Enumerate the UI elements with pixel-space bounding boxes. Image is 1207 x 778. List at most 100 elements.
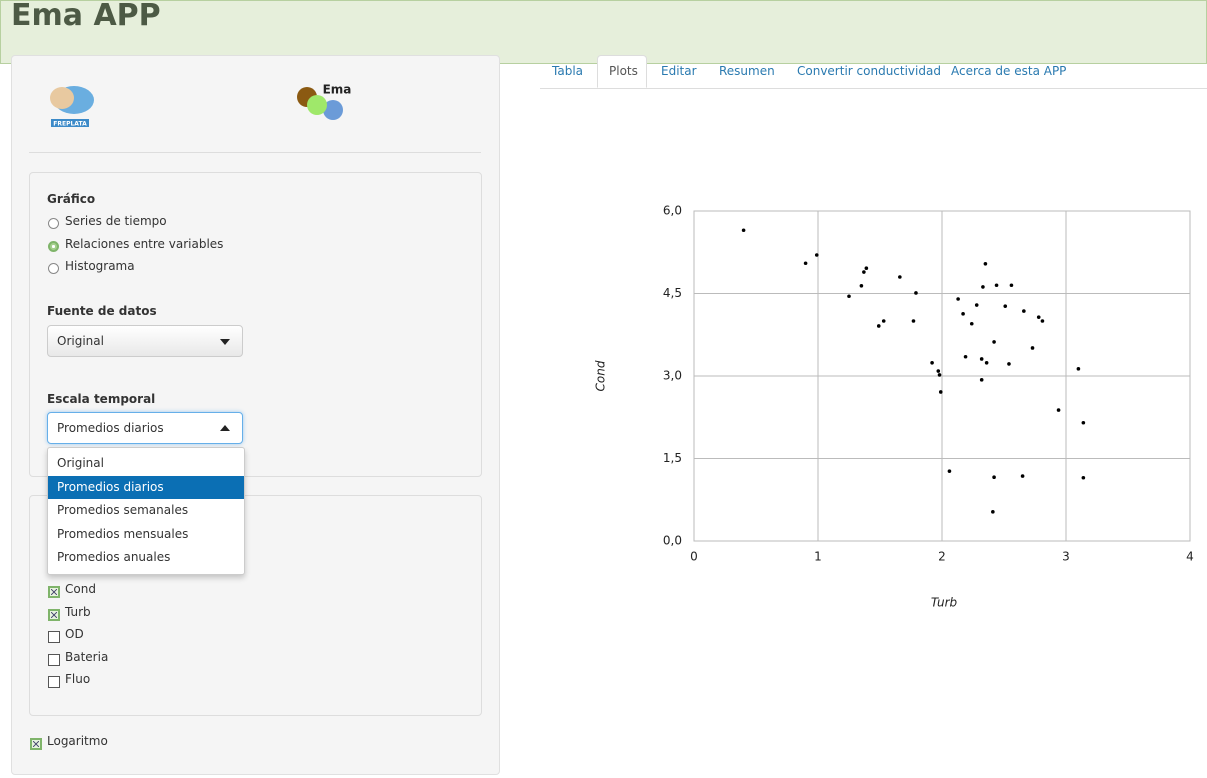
- logo-text: Ema: [323, 83, 352, 97]
- checkbox[interactable]: [48, 676, 60, 688]
- point: [984, 361, 989, 365]
- point: [937, 373, 942, 377]
- checkbox[interactable]: [48, 653, 60, 666]
- logo-text: FREPLATA: [53, 121, 87, 128]
- point: [981, 285, 985, 289]
- point: [956, 297, 960, 301]
- point: [1030, 346, 1035, 350]
- point: [979, 378, 984, 382]
- radio-button[interactable]: [48, 240, 59, 252]
- x-tick-label: 3: [1062, 550, 1070, 564]
- section-label: Gráfico: [47, 192, 96, 206]
- dropdown-option[interactable]: Promedios diarios: [48, 475, 244, 499]
- checkbox[interactable]: [48, 586, 60, 598]
- tab[interactable]: Plots: [609, 64, 638, 78]
- point: [1007, 362, 1011, 366]
- tab[interactable]: Editar: [661, 64, 697, 78]
- point: [930, 361, 934, 365]
- variables-panel: [29, 495, 482, 716]
- checkbox[interactable]: [48, 631, 60, 643]
- radio-label: Histograma: [65, 259, 135, 273]
- tab[interactable]: Resumen: [719, 64, 775, 78]
- point: [936, 369, 941, 373]
- point: [961, 312, 965, 316]
- point: [864, 266, 869, 270]
- point: [1020, 474, 1025, 478]
- point: [847, 294, 851, 299]
- x-tick-label: 4: [1186, 550, 1194, 564]
- point: [983, 262, 988, 266]
- radio-label: Relaciones entre variables: [65, 236, 224, 251]
- time-scale-select[interactable]: Promedios diarios: [47, 412, 243, 444]
- checkbox[interactable]: [48, 608, 60, 621]
- app-title: Ema APP: [11, 0, 161, 33]
- divider: [29, 152, 481, 153]
- checkbox[interactable]: [30, 738, 42, 750]
- point: [1003, 304, 1008, 308]
- point: [991, 510, 995, 514]
- point: [862, 270, 866, 274]
- point: [979, 357, 984, 361]
- y-axis-label: Cond: [594, 360, 608, 391]
- radio-label: Series de tiempo: [65, 214, 167, 228]
- point: [1022, 309, 1026, 313]
- tab[interactable]: Convertir conductividad: [797, 64, 941, 78]
- dropdown-menu: Original Promedios diarios Promedios seman…: [47, 447, 245, 575]
- point: [974, 303, 979, 307]
- x-tick-label: 0: [690, 550, 698, 564]
- section-label: Fuente de datos: [47, 304, 157, 318]
- point: [911, 319, 916, 323]
- checkbox-label: Cond: [65, 582, 96, 596]
- checkbox-label: Turb: [65, 604, 91, 619]
- checkbox-label: Logaritmo: [47, 734, 108, 748]
- header: [0, 0, 1207, 64]
- point: [814, 253, 819, 257]
- x-axis-label: Turb: [931, 596, 958, 610]
- point: [1076, 367, 1081, 371]
- freplata-logo: FREPLATA: [50, 86, 94, 128]
- point: [994, 283, 999, 288]
- checkbox-label: Fluo: [65, 672, 91, 686]
- x-tick-label: 1: [814, 550, 822, 564]
- radio-button[interactable]: [48, 218, 59, 229]
- point: [1040, 319, 1045, 323]
- point: [1036, 315, 1041, 319]
- point: [1009, 283, 1014, 288]
- point: [741, 228, 746, 233]
- tab[interactable]: Acerca de esta APP: [951, 64, 1067, 78]
- point: [1056, 408, 1061, 412]
- point: [1081, 475, 1086, 480]
- point: [914, 291, 918, 295]
- source-select[interactable]: Original: [47, 325, 243, 357]
- point: [938, 390, 943, 394]
- y-tick-label: 0,0: [663, 534, 682, 548]
- dropdown-option[interactable]: Promedios mensuales: [57, 526, 189, 541]
- point: [947, 469, 952, 473]
- radio-button[interactable]: [48, 263, 59, 274]
- point: [876, 324, 881, 328]
- logo-band: [51, 119, 89, 127]
- section-label: Escala temporal: [47, 392, 156, 406]
- point: [1081, 420, 1086, 425]
- dropdown-option[interactable]: Promedios semanales: [57, 503, 189, 517]
- logo-shape: [50, 87, 74, 109]
- select-value: Original: [57, 334, 104, 348]
- point: [898, 275, 902, 279]
- y-tick-label: 1,5: [663, 451, 682, 465]
- x-tick-label: 2: [938, 550, 946, 564]
- point: [992, 340, 996, 344]
- select-value: Promedios diarios: [57, 421, 164, 435]
- point: [881, 319, 886, 323]
- checkbox-label: Bateria: [65, 649, 109, 664]
- dropdown-option[interactable]: Original: [57, 456, 104, 470]
- point: [969, 321, 974, 326]
- y-tick-label: 6,0: [663, 204, 682, 218]
- point: [859, 284, 864, 288]
- dropdown-option[interactable]: Promedios anuales: [57, 550, 171, 564]
- chart: Turb Cond 0 1 2 3 4 0,0 1,5 3,0 4,5 6,0: [594, 204, 1194, 610]
- tab[interactable]: Tabla: [552, 64, 584, 78]
- logo-circle: [307, 95, 327, 115]
- active-tab-box: [597, 55, 647, 88]
- y-tick-label: 3,0: [663, 369, 682, 383]
